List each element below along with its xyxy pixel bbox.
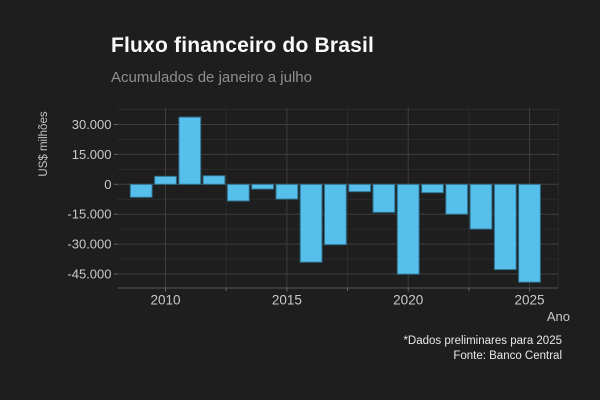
bar-2016 (299, 183, 323, 263)
chart-subtitle: Acumulados de janeiro a julho (111, 69, 312, 86)
bar-2010 (154, 175, 177, 185)
x-tick-label-2010: 2010 (150, 293, 180, 308)
bar-2019 (372, 183, 396, 213)
bar-2013 (226, 183, 250, 202)
x-tick-label-2020: 2020 (393, 293, 423, 308)
y-tick-label--30000: -30.000 (67, 237, 111, 252)
x-axis-title: Ano (546, 309, 570, 324)
bar-2018 (348, 183, 372, 193)
chart-caption: *Dados preliminares para 2025 Fonte: Ban… (403, 334, 562, 363)
x-tick-label-2025: 2025 (515, 293, 545, 308)
bar-2017 (324, 183, 347, 246)
y-tick-label-30000: 30.000 (72, 117, 112, 132)
bar-2009 (129, 183, 153, 198)
bar-2021 (421, 183, 444, 194)
bar-2024 (493, 183, 517, 271)
caption-source: Fonte: Banco Central (453, 349, 562, 362)
x-tick-label-2015: 2015 (272, 293, 302, 308)
bar-2014 (251, 183, 274, 190)
bar-2012 (202, 175, 226, 185)
bar-2011 (178, 116, 202, 185)
chart-title: Fluxo financeiro do Brasil (111, 34, 375, 57)
y-tick-label-0: 0 (104, 177, 111, 192)
bar-2023 (469, 183, 493, 230)
y-tick-label--15000: -15.000 (67, 207, 111, 222)
y-tick-label-15000: 15.000 (72, 147, 112, 162)
bar-2022 (445, 183, 469, 215)
y-tick-label--45000: -45.000 (67, 267, 111, 282)
y-axis-title: US$ milhões (38, 111, 50, 177)
bar-2015 (275, 183, 299, 200)
caption-preliminary-note: *Dados preliminares para 2025 (403, 335, 562, 347)
bar-2025 (518, 183, 541, 283)
bar-2020 (396, 183, 420, 275)
